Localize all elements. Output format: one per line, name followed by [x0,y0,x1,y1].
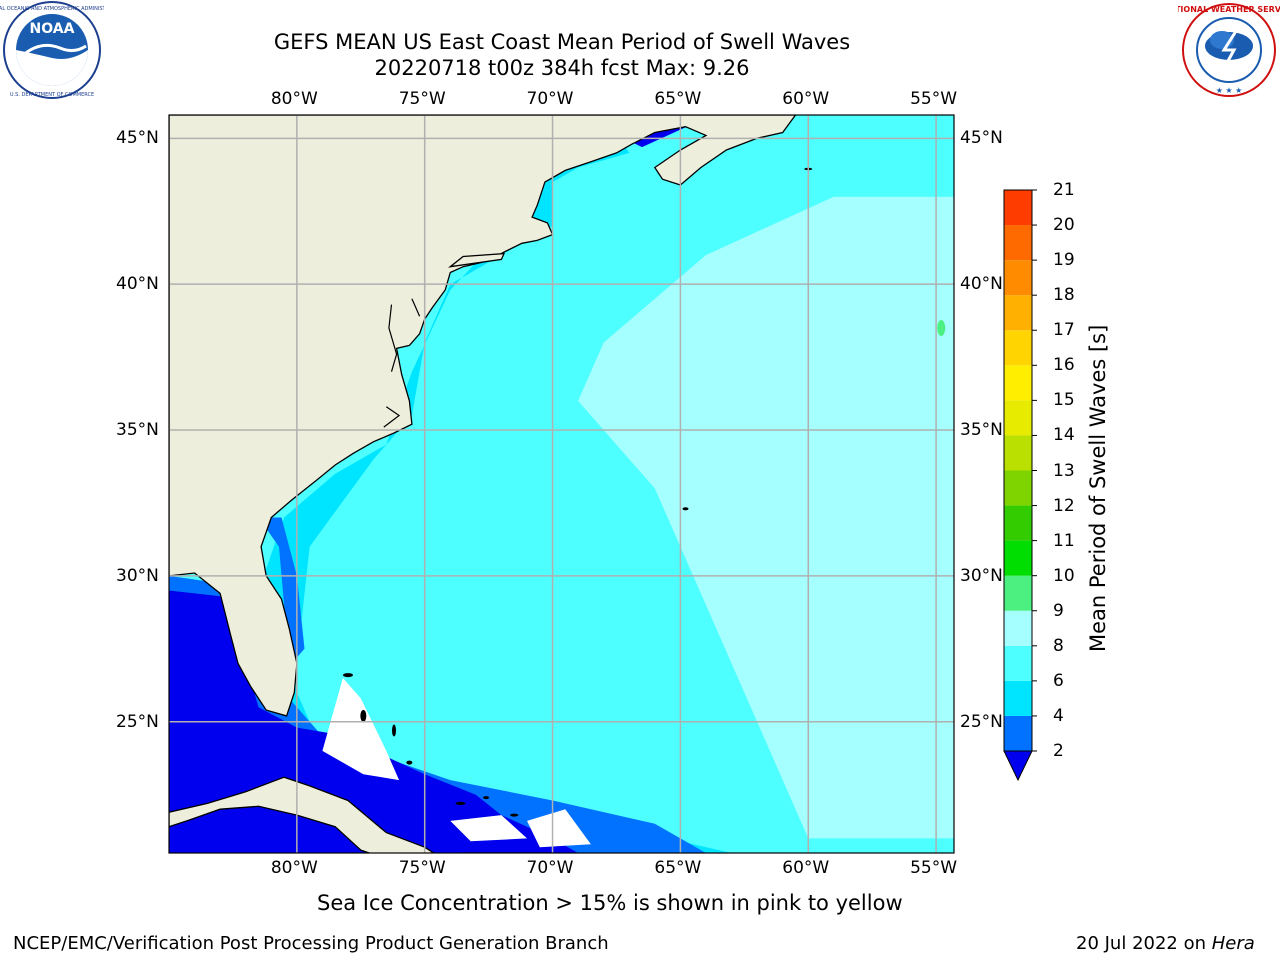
colorbar-segment [1004,260,1032,296]
colorbar-segment [1004,190,1032,226]
lon-top-label: 65°W [654,89,702,109]
lat-right-label: 45°N [960,128,1003,149]
chesapeake-bay-line [388,304,398,372]
lat-right-label: 30°N [960,565,1003,586]
no-data-patch [527,809,591,848]
colorbar-tick-label: 12 [1053,495,1075,516]
cuba-land [169,776,435,853]
colorbar-tick-label: 10 [1053,565,1075,586]
colorbar-segment [1004,470,1032,506]
colorbar-segment [1004,330,1032,366]
swell-8-9-region [578,196,954,839]
colorbar-segment [1004,225,1032,261]
lat-left-label: 35°N [116,420,159,441]
long-island [448,252,506,268]
colorbar-segment [1004,365,1032,401]
colorbar-tick-label: 6 [1053,670,1064,691]
host-label: Hera [1211,933,1255,954]
lat-left-label: 25°N [116,711,159,732]
bahamas-island [360,709,367,722]
colorbar-tick-label: 20 [1053,215,1075,236]
colorbar-segment [1004,610,1032,646]
sea-ice-note: Sea Ice Concentration > 15% is shown in … [317,891,903,915]
colorbar-tick-label: 18 [1053,285,1075,306]
swell-9-10-spot [937,319,946,336]
svg-text:★ ★ ★: ★ ★ ★ [1216,86,1243,95]
lat-left-label: 45°N [116,128,159,149]
map-title: GEFS MEAN US East Coast Mean Period of S… [273,30,851,54]
colorbar-tick-label: 21 [1053,180,1075,200]
colorbar-tick-label: 8 [1053,635,1064,656]
colorbar-tick-label: 16 [1053,355,1075,376]
bahamas-island [455,801,466,805]
lon-top-label: 80°W [270,89,318,109]
lat-left-label: 40°N [116,274,159,295]
bermuda-island [682,507,689,511]
colorbar-tick-label: 15 [1053,390,1075,411]
colorbar-tick-label: 2 [1053,741,1064,761]
colorbar-tick-label: 13 [1053,460,1075,481]
svg-text:NOAA: NOAA [30,21,75,37]
north-america-land [169,115,797,717]
noaa-logo: NOAA NATIONAL OCEANIC AND ATMOSPHERIC AD… [0,0,124,100]
colorbar-segment [1004,645,1032,681]
colorbar-segment [1004,435,1032,471]
lon-top-label: 75°W [398,89,446,109]
colorbar-segment [1004,540,1032,576]
colorbar-tick-label: 4 [1053,705,1064,726]
colorbar-tick-label: 17 [1053,320,1075,341]
colorbar-under-triangle [1003,750,1033,782]
lon-bottom-label: 60°W [782,858,830,878]
lat-left-label: 30°N [116,565,159,586]
lon-top-label: 70°W [526,89,574,109]
lon-bottom-label: 75°W [398,858,446,878]
date-label: 20 Jul 2022 on [1076,933,1212,954]
svg-text:U.S. DEPARTMENT OF COMMERCE: U.S. DEPARTMENT OF COMMERCE [10,92,94,98]
bahamas-island [510,813,519,817]
colorbar-tick-label: 19 [1053,250,1075,271]
pamlico-sound-line [383,406,401,428]
lon-top-label: 55°W [910,89,958,109]
colorbar-segment [1004,715,1032,751]
lon-bottom-label: 80°W [270,858,318,878]
date-text: 20 Jul 2022 on Hera [1076,933,1255,954]
bahamas-shallow-patch [322,678,400,781]
no-data-patch-2 [450,815,527,842]
bay-of-fundy [624,123,694,148]
colorbar-tick-label: 11 [1053,530,1075,551]
map-subtitle: 20220718 t00z 384h fcst Max: 9.26 [374,56,750,80]
colorbar-segment [1004,295,1032,331]
map-frame [168,114,955,854]
bahamas-island [483,796,490,800]
swell-2-4-coast [258,517,305,664]
svg-text:NATIONAL OCEANIC AND ATMOSPHER: NATIONAL OCEANIC AND ATMOSPHERIC ADMINIS… [0,6,104,12]
bahamas-island [406,760,413,765]
lon-bottom-label: 70°W [526,858,574,878]
colorbar-title: Mean Period of Swell Waves [s] [1086,324,1110,652]
svg-text:NATIONAL WEATHER SERVICE: NATIONAL WEATHER SERVICE [1178,5,1280,14]
lon-bottom-label: 65°W [654,858,702,878]
colorbar-segment [1004,505,1032,541]
bahamas-island [392,724,397,737]
colorbar-tick-label: 14 [1053,425,1075,446]
lon-top-label: 60°W [782,89,830,109]
bahamas-island [342,673,353,678]
colorbar-tick-label: 9 [1053,600,1064,621]
delaware-bay-line [411,298,421,317]
lat-right-label: 25°N [960,711,1003,732]
lat-right-label: 35°N [960,420,1003,441]
colorbar-segment [1004,680,1032,716]
nws-logo: NATIONAL WEATHER SERVICE ★ ★ ★ [1163,0,1280,100]
colorbar-segment [1004,400,1032,436]
lat-right-label: 40°N [960,274,1003,295]
colorbar-segment [1004,575,1032,611]
credit-text: NCEP/EMC/Verification Post Processing Pr… [13,933,609,954]
lon-bottom-label: 55°W [910,858,958,878]
